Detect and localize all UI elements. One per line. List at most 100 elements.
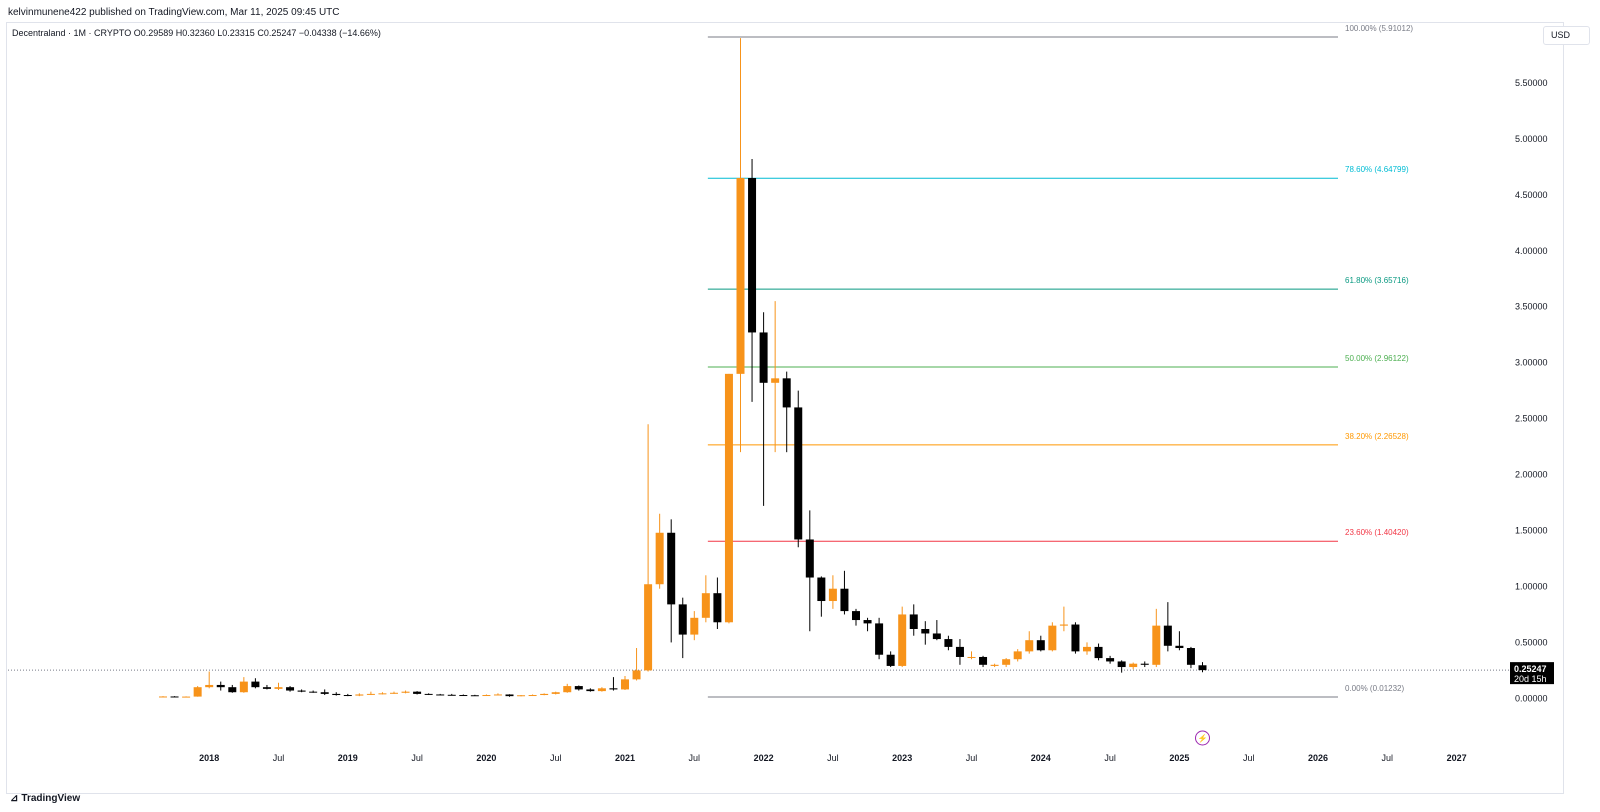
candle-body[interactable] — [447, 694, 456, 696]
candle-body[interactable] — [205, 684, 214, 688]
candle-body[interactable] — [297, 690, 306, 692]
candle-body[interactable] — [413, 691, 422, 694]
candle-body[interactable] — [436, 694, 445, 696]
candle-body[interactable] — [505, 694, 514, 697]
candle-body[interactable] — [378, 693, 387, 695]
candle-body[interactable] — [644, 584, 653, 671]
candle-body[interactable] — [967, 656, 976, 658]
candle-body[interactable] — [759, 332, 768, 383]
event-marker-icon[interactable] — [1195, 730, 1210, 746]
candle-body[interactable] — [828, 588, 837, 602]
candle-body[interactable] — [1129, 663, 1138, 668]
candle-body[interactable] — [909, 614, 918, 629]
candle-body[interactable] — [955, 646, 964, 657]
tradingview-logo[interactable]: ⊿ TradingView — [10, 793, 80, 804]
candle-body[interactable] — [713, 593, 722, 623]
candle-body[interactable] — [274, 687, 283, 689]
candle-body[interactable] — [574, 686, 583, 690]
candle-body[interactable] — [563, 686, 572, 693]
candle-body[interactable] — [239, 681, 248, 693]
candle-body[interactable] — [690, 617, 699, 635]
candle-body[interactable] — [794, 407, 803, 540]
candle-body[interactable] — [493, 694, 502, 696]
fib-level-label: 61.80% (3.65716) — [1345, 276, 1409, 285]
candle-body[interactable] — [990, 664, 999, 666]
candle-body[interactable] — [459, 695, 468, 697]
time-axis-tick-label: 2021 — [615, 753, 635, 763]
candle-body[interactable] — [748, 178, 757, 333]
candle-body[interactable] — [1083, 646, 1091, 652]
candle-body[interactable] — [979, 656, 988, 665]
candle-body[interactable] — [159, 696, 167, 698]
candle-body[interactable] — [1198, 665, 1207, 671]
candle-body[interactable] — [401, 691, 410, 693]
candle-body[interactable] — [343, 695, 352, 697]
candle-body[interactable] — [736, 178, 745, 374]
candle-body[interactable] — [678, 604, 687, 635]
candle-body[interactable] — [1094, 646, 1103, 659]
candle-body[interactable] — [228, 687, 237, 693]
candle-body[interactable] — [932, 633, 941, 640]
candle-body[interactable] — [366, 693, 375, 695]
candle-body[interactable] — [1117, 661, 1126, 668]
candle-body[interactable] — [540, 693, 549, 696]
candle-body[interactable] — [771, 378, 780, 383]
candle-body[interactable] — [332, 693, 341, 696]
candle-body[interactable] — [262, 687, 271, 689]
candle-body[interactable] — [482, 695, 491, 697]
candle-body[interactable] — [875, 623, 884, 655]
candle-body[interactable] — [216, 684, 225, 688]
fib-level-label: 0.00% (0.01232) — [1345, 684, 1404, 693]
candle-body[interactable] — [320, 692, 329, 694]
candle-body[interactable] — [724, 373, 733, 623]
candle-body[interactable] — [586, 689, 595, 692]
candle-body[interactable] — [182, 696, 191, 698]
candle-body[interactable] — [1059, 624, 1068, 626]
candle-body[interactable] — [1186, 648, 1195, 665]
candle-body[interactable] — [1013, 651, 1022, 660]
candle-body[interactable] — [609, 688, 618, 690]
candle-body[interactable] — [309, 691, 318, 693]
candle-body[interactable] — [1036, 640, 1045, 651]
candle-body[interactable] — [921, 628, 930, 634]
candle-body[interactable] — [667, 532, 676, 605]
candle-body[interactable] — [286, 687, 295, 691]
candle-body[interactable] — [517, 695, 526, 697]
candle-body[interactable] — [1175, 645, 1184, 649]
candle-body[interactable] — [1106, 658, 1115, 662]
candle-body[interactable] — [424, 693, 433, 695]
candle-body[interactable] — [886, 654, 895, 666]
candle-body[interactable] — [1152, 625, 1161, 665]
symbol-info[interactable]: Decentraland · 1M · CRYPTO O0.29589 H0.3… — [12, 28, 381, 38]
candle-body[interactable] — [193, 687, 202, 697]
candle-body[interactable] — [621, 679, 629, 690]
candle-body[interactable] — [863, 620, 872, 624]
candle-body[interactable] — [701, 593, 710, 618]
candle-body[interactable] — [551, 692, 560, 694]
candle-body[interactable] — [170, 696, 179, 698]
candle-body[interactable] — [470, 695, 479, 697]
candle-body[interactable] — [1163, 625, 1172, 646]
candle-body[interactable] — [840, 588, 849, 612]
candle-body[interactable] — [1140, 663, 1149, 665]
candle-body[interactable] — [355, 694, 364, 696]
candle-body[interactable] — [390, 692, 398, 694]
candle-body[interactable] — [782, 378, 791, 408]
candle-body[interactable] — [1025, 640, 1034, 652]
candle-body[interactable] — [898, 614, 907, 666]
currency-button[interactable]: USD — [1543, 26, 1590, 45]
candle-body[interactable] — [528, 695, 537, 697]
candle-body[interactable] — [1048, 625, 1057, 651]
candle-body[interactable] — [655, 532, 664, 585]
candle-body[interactable] — [597, 688, 606, 692]
candle-body[interactable] — [251, 681, 260, 688]
candle-body[interactable] — [1002, 659, 1011, 665]
candle-body[interactable] — [817, 577, 826, 602]
candle-body[interactable] — [805, 539, 814, 578]
candle-body[interactable] — [944, 639, 953, 647]
price-axis-tick-label: 3.50000 — [1515, 302, 1548, 312]
candle-body[interactable] — [852, 611, 860, 621]
candle-body[interactable] — [632, 670, 641, 680]
candle-body[interactable] — [1071, 624, 1080, 652]
